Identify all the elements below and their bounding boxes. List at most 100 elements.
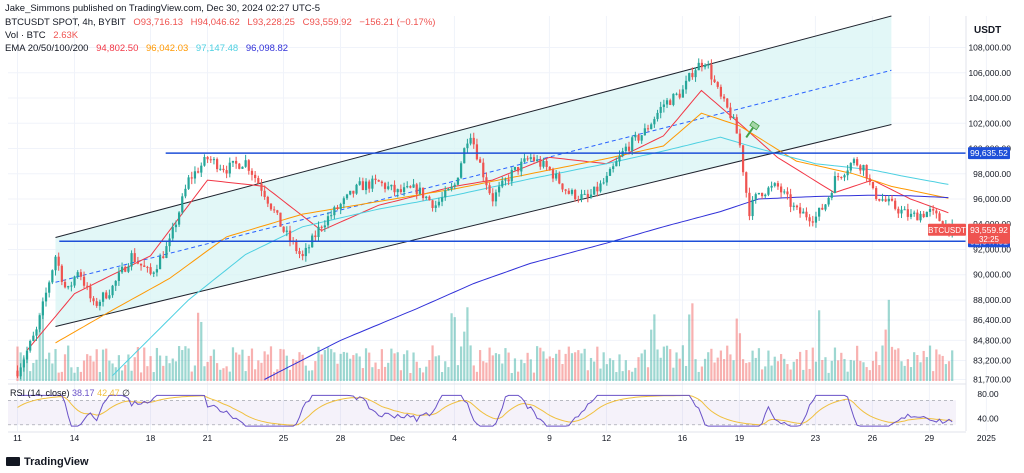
candle-body [101, 292, 105, 302]
volume-bar [735, 318, 738, 381]
candle-body [555, 173, 558, 179]
candle-body [383, 183, 387, 189]
volume-bar [158, 355, 162, 381]
price-tick-label: 86,400.00 [973, 315, 1011, 325]
candle-body [852, 159, 856, 164]
candle-body [935, 210, 938, 214]
volume-bar [589, 357, 593, 381]
candle-body [60, 265, 63, 282]
candle-body [209, 159, 212, 161]
candle-body [574, 190, 577, 200]
candle-body [478, 159, 482, 163]
volume-bar [583, 348, 586, 381]
volume-bar [187, 348, 190, 381]
volume-bar [890, 346, 894, 381]
time-tick-label: 4 [452, 433, 457, 443]
volume-bar [570, 353, 574, 381]
time-tick-label: 16 [678, 433, 688, 443]
volume-bar [368, 352, 371, 381]
candle-body [219, 168, 222, 170]
candle-body [358, 181, 361, 185]
candle-body [368, 181, 371, 189]
candle-body [903, 209, 906, 211]
candle-body [399, 189, 402, 192]
candle-body [564, 189, 567, 191]
candle-body [741, 145, 745, 173]
volume-bar [409, 372, 412, 381]
volume-bar [764, 366, 767, 381]
volume-bar [650, 329, 653, 381]
candle-body [440, 197, 444, 202]
candle-body [748, 192, 751, 217]
symbol-ohlc-line: BTCUSDT SPOT, 4h, BYBIT O93,716.13 H94,0… [5, 17, 440, 29]
volume-bar [235, 352, 238, 381]
candle-body [76, 272, 79, 277]
candle-body [212, 159, 216, 161]
candle-body [117, 272, 120, 281]
candle-body [428, 196, 431, 201]
volume-bar [29, 371, 32, 381]
candle-body [149, 267, 152, 274]
change-value: −156.21 (−0.17%) [359, 17, 436, 28]
candle-body [377, 180, 380, 182]
volume-bar [393, 353, 396, 381]
candle-body [434, 205, 437, 208]
volume-bar [529, 359, 532, 381]
volume-bar [250, 348, 254, 381]
candle-body [485, 177, 488, 186]
volume-bar [491, 355, 494, 381]
volume-bar [779, 354, 783, 381]
candle-body [133, 253, 136, 263]
candle-body [44, 292, 48, 302]
low-value: L93,228.25 [247, 17, 295, 28]
candle-body [231, 160, 235, 163]
candle-body [174, 224, 178, 228]
volume-bar [273, 371, 276, 381]
ema-line-4 [264, 194, 949, 380]
candle-body [634, 134, 637, 138]
price-axis: 81,700.00 83,200.00 84,800.00 86,400.00 88,0… [965, 16, 1011, 431]
volume-bar [716, 357, 719, 381]
candle-body [827, 197, 830, 205]
ema-label[interactable]: EMA 20/50/100/200 [5, 43, 89, 54]
symbol-tag-label: BTCUSDT [928, 226, 966, 235]
volume-bar [276, 369, 279, 381]
tradingview-logo-icon [6, 457, 20, 466]
volume-bar [469, 345, 472, 381]
candle-body [25, 350, 29, 360]
volume-bar [390, 348, 393, 381]
volume-bar [231, 347, 235, 381]
candle-body [738, 133, 742, 146]
volume-bar [222, 368, 225, 381]
candle-body [523, 158, 526, 162]
candle-body [146, 266, 149, 268]
candle-body [339, 204, 342, 209]
candle-body [596, 186, 599, 192]
candle-body [656, 112, 659, 120]
volume-bar [805, 350, 808, 381]
volume-bar [16, 346, 19, 381]
volume-bar [637, 357, 640, 381]
candle-body [669, 100, 672, 105]
volume-bar [92, 361, 95, 381]
candle-body [884, 199, 887, 202]
candle-body [355, 184, 358, 194]
volume-bar [314, 361, 317, 381]
candle-body [605, 175, 608, 183]
volume-bar [216, 363, 219, 381]
volume-label[interactable]: Vol · BTC [5, 30, 46, 41]
volume-bar [152, 372, 155, 381]
candle-body [22, 359, 25, 368]
candle-body [894, 200, 897, 209]
candle-body [466, 143, 469, 149]
candle-body [279, 212, 282, 227]
volume-bar [947, 361, 951, 381]
candle-body [70, 285, 73, 287]
volume-bar [168, 363, 171, 381]
volume-bar [726, 345, 729, 381]
candle-body [371, 178, 374, 189]
candle-body [425, 196, 428, 199]
candle-body [786, 191, 789, 195]
symbol-label[interactable]: BTCUSDT SPOT, 4h, BYBIT [5, 17, 126, 28]
